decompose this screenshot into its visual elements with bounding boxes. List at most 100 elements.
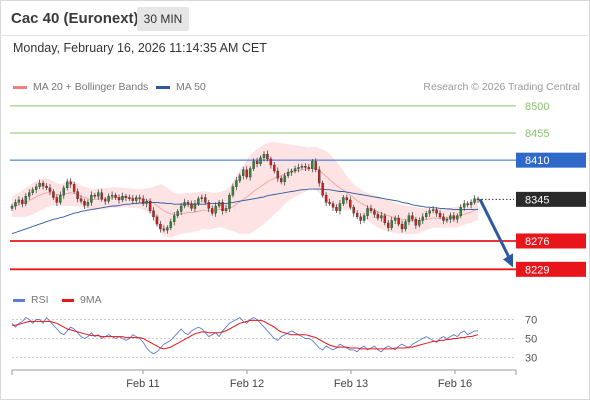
candle: [304, 166, 307, 168]
legend-label: MA 20 + Bollinger Bands: [33, 81, 149, 93]
candle: [66, 181, 69, 189]
candle: [273, 164, 276, 172]
candle: [138, 197, 141, 199]
candle: [169, 221, 173, 228]
candle: [248, 168, 252, 178]
candle: [462, 203, 466, 208]
candle: [93, 194, 97, 197]
candle: [210, 208, 214, 214]
candle: [100, 192, 103, 200]
ma20-line: [11, 167, 479, 221]
candle: [197, 198, 200, 204]
candle: [214, 205, 217, 214]
candle: [259, 157, 262, 164]
candle: [114, 194, 117, 198]
candle: [86, 202, 90, 206]
candle: [55, 197, 59, 203]
candle: [83, 201, 86, 206]
candle: [190, 203, 193, 209]
candle: [311, 161, 314, 169]
candle: [297, 167, 300, 169]
candle: [186, 202, 190, 204]
candle: [425, 213, 428, 218]
candle: [221, 202, 224, 211]
candle: [459, 207, 462, 216]
candle: [152, 210, 155, 218]
candle: [393, 217, 397, 221]
legend-bollinger: MA 20 + Bollinger Bands: [13, 81, 148, 93]
candle: [48, 187, 52, 192]
candle: [404, 221, 407, 230]
legend-swatch: [13, 298, 25, 302]
candle: [245, 169, 248, 178]
candle: [52, 191, 55, 198]
ma50-line: [11, 188, 478, 235]
candle: [317, 169, 321, 184]
candle: [324, 194, 328, 203]
candle: [31, 189, 34, 193]
level-label: 8410: [525, 155, 549, 167]
candle: [376, 214, 380, 219]
rsi-tick-label: 50: [525, 334, 537, 346]
candle: [231, 186, 235, 196]
candle: [355, 213, 359, 218]
candle: [124, 196, 128, 198]
last-price-tag: [516, 191, 586, 207]
candle: [62, 187, 65, 196]
candle: [183, 202, 186, 207]
candle: [283, 175, 286, 183]
candle: [34, 186, 38, 190]
candle: [69, 181, 72, 185]
level-label: 8455: [525, 128, 549, 140]
candle: [193, 203, 197, 209]
candle: [456, 215, 459, 220]
candle: [383, 215, 387, 224]
candle: [362, 215, 366, 221]
candle: [469, 202, 473, 205]
candle: [228, 194, 231, 209]
legend-ma50: MA 50: [156, 81, 206, 93]
candle: [338, 203, 342, 211]
candle: [21, 199, 24, 204]
candle: [24, 196, 28, 204]
candle: [38, 182, 41, 187]
x-tick-label: Feb 16: [438, 378, 472, 390]
candle: [45, 185, 48, 189]
candle: [79, 198, 83, 202]
candle: [449, 215, 452, 220]
level-label: 8229: [525, 264, 549, 276]
x-tick-label: Feb 13: [334, 378, 368, 390]
candle: [280, 178, 283, 183]
candle: [262, 153, 266, 158]
candle: [17, 199, 21, 203]
candle: [435, 209, 438, 214]
candle: [131, 198, 135, 201]
candle: [207, 202, 210, 209]
forecast-arrow-line: [478, 198, 512, 261]
candle: [286, 172, 290, 176]
legend-swatch: [13, 85, 27, 89]
candle: [155, 216, 159, 225]
candle: [352, 207, 355, 214]
candle: [103, 199, 107, 202]
level-label: 8276: [525, 236, 549, 248]
candle: [235, 180, 238, 187]
level-tag-8410: [516, 152, 586, 168]
candle: [414, 219, 418, 226]
candle: [200, 197, 204, 199]
candle: [159, 223, 162, 230]
candle: [331, 203, 335, 208]
candle: [476, 198, 480, 200]
timeframe-badge[interactable]: 30 MIN: [137, 7, 189, 31]
rsi-tick-label: 70: [525, 315, 537, 327]
candle: [76, 191, 79, 199]
legend-swatch: [62, 298, 74, 302]
rsi-line: [11, 316, 478, 355]
candle: [266, 153, 269, 160]
candle: [314, 161, 317, 170]
candle: [121, 196, 124, 201]
candle: [366, 208, 369, 216]
candle: [110, 194, 114, 197]
x-tick-label: Feb 11: [126, 378, 159, 390]
